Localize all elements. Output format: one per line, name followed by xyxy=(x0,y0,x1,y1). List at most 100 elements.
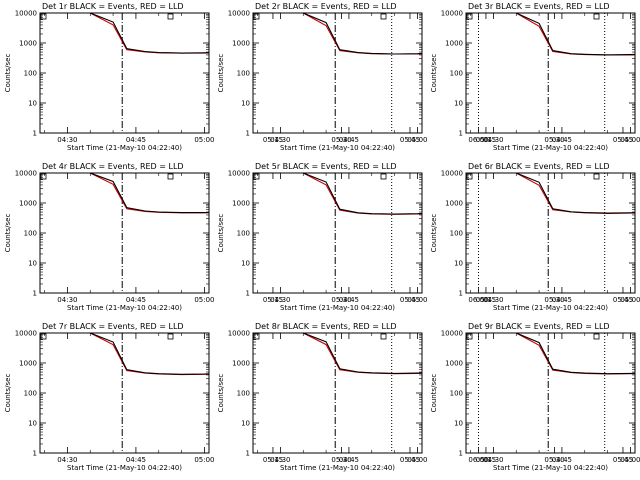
series-line-lld xyxy=(479,173,635,214)
x-tick-label: 04:45 xyxy=(339,136,359,144)
y-tick-label: 10 xyxy=(28,100,37,108)
marker-square xyxy=(40,13,47,20)
chart-panel-6: Det 6r BLACK = Events, RED = LLD 1 10 100 10… xyxy=(430,162,640,312)
y-tick-label: 1000 xyxy=(232,360,250,368)
x-tick-label: 04:30 xyxy=(57,136,77,144)
y-tick-label: 1000 xyxy=(445,360,463,368)
y-axis-label: Counts/sec xyxy=(217,214,225,253)
x-tick-label: 04:30 xyxy=(57,456,77,464)
series-line-lld xyxy=(479,333,635,375)
y-tick-label: 100 xyxy=(237,70,250,78)
marker-square xyxy=(167,173,174,180)
marker-square xyxy=(466,13,473,20)
x-tick-label: 05:00 xyxy=(407,296,427,304)
y-tick-label: 100 xyxy=(24,70,37,78)
x-tick-label: 05:00 xyxy=(620,136,640,144)
plot-frame xyxy=(252,332,423,454)
chart-title: Det 4r BLACK = Events, RED = LLD xyxy=(42,162,184,171)
series-line-lld xyxy=(266,173,422,215)
x-tick-label: 05:15 xyxy=(476,136,496,144)
plot-frame xyxy=(465,172,636,294)
series-line-lld xyxy=(53,333,209,376)
y-tick-label: 10000 xyxy=(15,170,37,178)
x-tick-label: 04:30 xyxy=(270,136,290,144)
x-tick-label: 06:00 xyxy=(468,456,488,464)
chart-title: Det 6r BLACK = Events, RED = LLD xyxy=(468,162,610,171)
y-tick-label: 100 xyxy=(24,390,37,398)
x-tick-label: 05:30 xyxy=(331,456,351,464)
x-tick-label: 05:00 xyxy=(194,456,214,464)
x-axis-label: Start Time (21-May-10 04:22:40) xyxy=(493,304,608,312)
x-tick-label: 05:15 xyxy=(476,296,496,304)
y-tick-label: 10 xyxy=(454,420,463,428)
x-tick-label: 04:30 xyxy=(483,296,503,304)
y-tick-label: 10000 xyxy=(228,330,250,338)
y-axis-label: Counts/sec xyxy=(217,54,225,93)
chart-title: Det 2r BLACK = Events, RED = LLD xyxy=(255,2,397,11)
y-tick-label: 10 xyxy=(241,420,250,428)
marker-square xyxy=(593,333,600,340)
series-line-events xyxy=(266,13,422,55)
y-axis-label: Counts/sec xyxy=(4,54,12,93)
chart-panel-9: Det 9r BLACK = Events, RED = LLD 1 10 100 10… xyxy=(430,322,640,472)
series-line-events xyxy=(479,173,635,214)
marker-square xyxy=(253,13,260,20)
y-tick-label: 1 xyxy=(459,290,463,298)
x-tick-label: 05:00 xyxy=(407,456,427,464)
x-tick-label: 05:45 xyxy=(400,456,420,464)
y-tick-label: 10 xyxy=(241,100,250,108)
x-tick-label: 04:30 xyxy=(57,296,77,304)
y-tick-label: 100 xyxy=(24,230,37,238)
x-axis-label: Start Time (21-May-10 04:22:40) xyxy=(67,304,182,312)
y-axis-label: Counts/sec xyxy=(217,374,225,413)
y-tick-label: 10 xyxy=(454,100,463,108)
y-axis-label: Counts/sec xyxy=(4,374,12,413)
chart-title: Det 5r BLACK = Events, RED = LLD xyxy=(255,162,397,171)
y-axis-label: Counts/sec xyxy=(430,374,438,413)
x-tick-label: 04:30 xyxy=(483,136,503,144)
x-tick-label: 06:00 xyxy=(468,136,488,144)
series-line-lld xyxy=(479,13,635,56)
series-line-events xyxy=(53,333,209,375)
chart-panel-5: Det 5r BLACK = Events, RED = LLD 1 10 100 10… xyxy=(217,162,633,312)
y-tick-label: 10 xyxy=(28,260,37,268)
y-tick-label: 100 xyxy=(450,70,463,78)
x-tick-label: 04:30 xyxy=(270,456,290,464)
marker-square xyxy=(253,173,260,180)
x-tick-label: 05:30 xyxy=(544,136,564,144)
series-line-events xyxy=(266,173,422,215)
chart-panel-1: Det 1r BLACK = Events, RED = LLD11010010… xyxy=(4,2,489,152)
x-tick-label: 05:00 xyxy=(620,296,640,304)
marker-square xyxy=(593,173,600,180)
x-tick-label: 06:00 xyxy=(468,296,488,304)
series-line-lld xyxy=(53,13,209,54)
plot-frame xyxy=(252,172,423,294)
plot-frame xyxy=(252,12,423,134)
chart-title: Det 7r BLACK = Events, RED = LLD xyxy=(42,322,184,331)
x-axis-label: Start Time (21-May-10 04:22:40) xyxy=(493,144,608,152)
y-tick-label: 10000 xyxy=(15,10,37,18)
y-tick-label: 10000 xyxy=(228,170,250,178)
x-tick-label: 04:45 xyxy=(339,456,359,464)
marker-square xyxy=(466,173,473,180)
chart-panel-3: Det 3r BLACK = Events, RED = LLD 1 10 100 10… xyxy=(430,2,640,152)
series-line-events xyxy=(53,13,209,54)
y-tick-label: 10 xyxy=(28,420,37,428)
y-tick-label: 100 xyxy=(237,390,250,398)
marker-square xyxy=(167,333,174,340)
y-tick-label: 10 xyxy=(241,260,250,268)
y-tick-label: 100 xyxy=(237,230,250,238)
marker-square xyxy=(253,333,260,340)
y-tick-label: 1000 xyxy=(445,200,463,208)
y-tick-label: 10000 xyxy=(15,330,37,338)
x-tick-label: 05:45 xyxy=(400,136,420,144)
x-tick-label: 05:30 xyxy=(331,136,351,144)
x-axis-label: Start Time (21-May-10 04:22:40) xyxy=(67,144,182,152)
chart-title: Det 9r BLACK = Events, RED = LLD xyxy=(468,322,610,331)
plot-frame xyxy=(465,12,636,134)
x-tick-label: 05:00 xyxy=(194,136,214,144)
y-tick-label: 1 xyxy=(33,450,37,458)
x-axis-label: Start Time (21-May-10 04:22:40) xyxy=(280,304,395,312)
x-tick-label: 04:30 xyxy=(270,296,290,304)
y-tick-label: 1 xyxy=(33,290,37,298)
